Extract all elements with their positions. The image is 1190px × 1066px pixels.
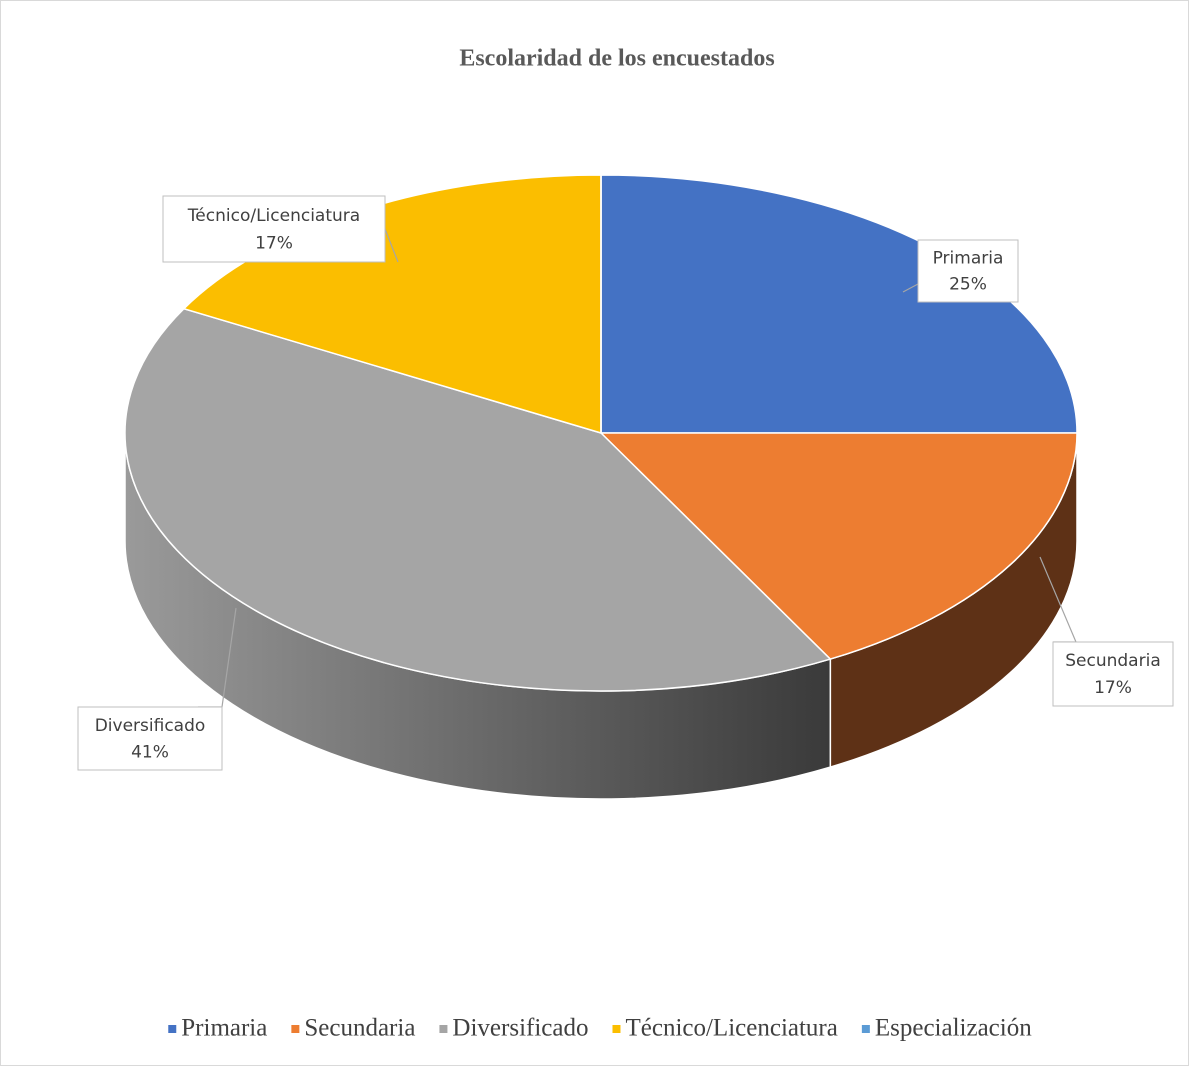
legend-swatch bbox=[861, 1025, 870, 1033]
label-box bbox=[162, 195, 386, 263]
slice bbox=[124, 307, 832, 692]
data-label: 17% bbox=[255, 234, 293, 254]
chart-title: Escolaridad de los encuestados bbox=[459, 46, 774, 72]
data-label: 17% bbox=[1094, 678, 1132, 698]
legend-swatch bbox=[168, 1025, 177, 1033]
legend-swatch bbox=[291, 1025, 300, 1033]
legend-item: Secundaria bbox=[291, 1015, 415, 1042]
legend-label: Primaria bbox=[181, 1015, 267, 1042]
slice bbox=[599, 432, 1078, 660]
label-box bbox=[1052, 641, 1174, 707]
legend-label: Diversificado bbox=[452, 1015, 588, 1042]
data-label: 41% bbox=[131, 742, 169, 762]
legend-label: Técnico/Licenciatura bbox=[625, 1015, 837, 1042]
legend-item: Técnico/Licenciatura bbox=[612, 1015, 838, 1042]
label-box bbox=[77, 706, 223, 771]
label-box bbox=[917, 239, 1019, 303]
data-label: 25% bbox=[949, 275, 987, 295]
data-label-name: Técnico/Licenciatura bbox=[187, 206, 360, 226]
legend-item: Primaria bbox=[168, 1015, 267, 1042]
legend-label: Secundaria bbox=[304, 1015, 415, 1042]
legend-swatch bbox=[439, 1025, 448, 1033]
legend-swatch bbox=[612, 1025, 621, 1033]
leader-line bbox=[902, 283, 919, 293]
leader-line bbox=[384, 228, 399, 263]
legend-item: Diversificado bbox=[439, 1015, 588, 1042]
data-label-name: Secundaria bbox=[1065, 651, 1160, 671]
data-label-name: Diversificado bbox=[95, 716, 206, 736]
legend-label: Especialización bbox=[875, 1015, 1032, 1042]
legend-item: Especialización bbox=[861, 1015, 1032, 1042]
data-label-name: Primaria bbox=[933, 249, 1004, 269]
